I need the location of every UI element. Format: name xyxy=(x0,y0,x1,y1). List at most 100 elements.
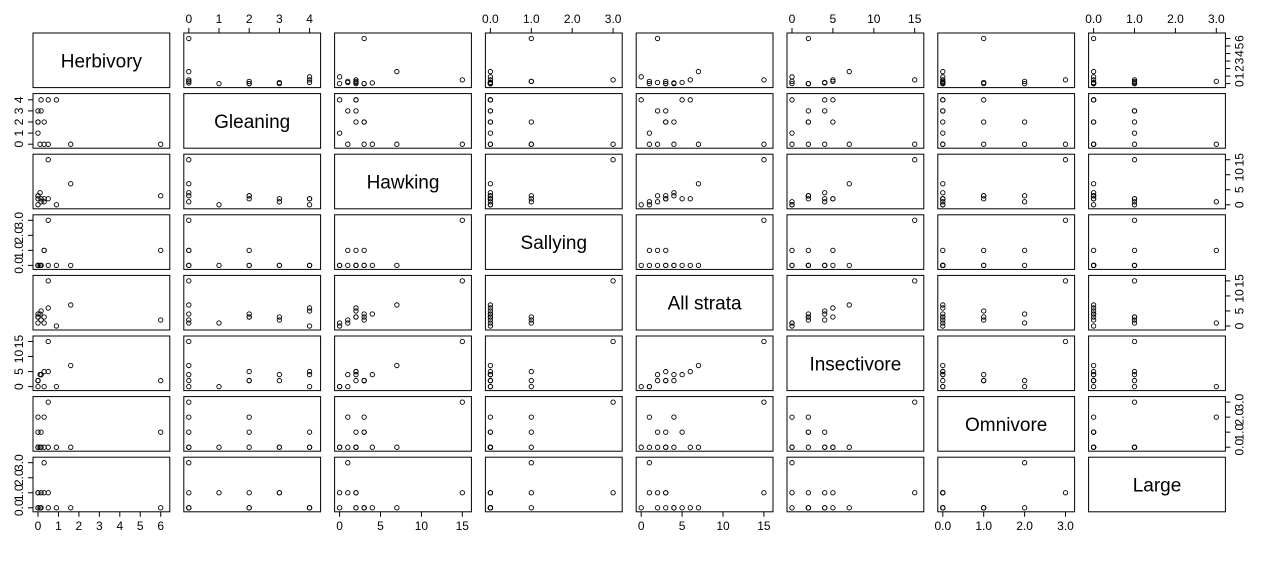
data-point xyxy=(528,383,534,390)
data-point xyxy=(38,97,44,103)
data-point xyxy=(610,338,616,345)
data-point xyxy=(646,199,653,205)
data-point xyxy=(646,247,653,254)
data-point xyxy=(487,505,494,511)
data-point xyxy=(671,190,677,196)
data-point xyxy=(695,444,702,450)
y-tick-label-sallying: 1.0 xyxy=(12,242,26,259)
data-point xyxy=(981,193,987,199)
data-point xyxy=(336,490,343,496)
data-point xyxy=(528,119,534,125)
data-point xyxy=(487,130,494,136)
panel-frame-herbivory-vs-sallying xyxy=(484,32,623,89)
panel-frame-insectivore-vs-herbivory xyxy=(32,335,171,392)
data-point xyxy=(35,377,41,384)
data-point xyxy=(830,247,836,254)
data-point xyxy=(394,362,400,369)
data-point xyxy=(940,323,946,329)
data-point xyxy=(638,97,644,103)
data-point xyxy=(981,317,987,323)
data-point xyxy=(353,77,359,83)
data-point xyxy=(654,141,661,147)
data-point xyxy=(679,79,685,86)
data-point xyxy=(353,108,359,114)
panel-frame-hawking-vs-herbivory xyxy=(32,153,171,210)
data-point xyxy=(805,35,812,42)
panel-frame-omnivore-vs-all-strata xyxy=(635,396,774,452)
data-point xyxy=(345,320,351,326)
data-point xyxy=(646,202,653,208)
data-point xyxy=(981,35,987,42)
data-point xyxy=(805,262,812,269)
panel-frame-large-vs-hawking xyxy=(334,456,472,513)
y-tick-label-gleaning: 2 xyxy=(12,118,26,125)
data-point xyxy=(1090,119,1097,125)
data-point xyxy=(940,320,946,326)
data-point xyxy=(35,130,41,136)
y-tick-label-herbivory: 6 xyxy=(1232,35,1246,42)
data-point xyxy=(353,368,359,375)
data-point xyxy=(276,377,283,384)
data-point xyxy=(38,444,44,450)
y-tick-label-herbivory: 0 xyxy=(1232,80,1246,87)
data-point xyxy=(940,362,946,369)
data-point xyxy=(940,305,946,311)
data-point xyxy=(1131,383,1138,390)
data-point xyxy=(345,78,351,84)
panel-frame-sallying-vs-insectivore xyxy=(786,214,925,270)
diagonal-label-herbivory: Herbivory xyxy=(61,51,143,72)
data-point xyxy=(353,371,359,378)
data-point xyxy=(1090,193,1097,199)
data-point xyxy=(912,141,918,147)
x-tick-label-sallying: 3.0 xyxy=(605,12,622,26)
data-point xyxy=(361,262,367,269)
data-point xyxy=(1090,77,1097,83)
panel-frame-gleaning-vs-insectivore xyxy=(786,93,925,149)
data-point xyxy=(981,314,987,320)
data-point xyxy=(1090,383,1097,390)
data-point xyxy=(830,196,836,202)
data-point xyxy=(345,247,351,254)
x-tick-label-herbivory: 0 xyxy=(35,519,42,533)
data-point xyxy=(1131,262,1138,269)
y-tick-label-gleaning: 3 xyxy=(12,107,26,114)
data-point xyxy=(610,399,616,405)
panel-frame-all-strata-vs-herbivory xyxy=(32,274,171,331)
data-point xyxy=(68,505,74,511)
data-point xyxy=(1131,314,1138,320)
data-point xyxy=(487,429,494,435)
data-point xyxy=(1090,202,1097,208)
data-point xyxy=(487,314,494,320)
data-point xyxy=(38,490,44,496)
data-point xyxy=(186,362,192,369)
data-point xyxy=(158,141,164,147)
data-point xyxy=(822,429,828,435)
data-point xyxy=(687,368,693,375)
data-point xyxy=(679,429,685,435)
data-point xyxy=(68,141,74,147)
data-point xyxy=(940,314,946,320)
data-point xyxy=(68,262,74,269)
data-point xyxy=(695,362,702,369)
data-point xyxy=(459,278,465,284)
data-point xyxy=(822,190,828,196)
data-point xyxy=(369,311,375,317)
data-point xyxy=(45,505,51,511)
panel-frame-omnivore-vs-herbivory xyxy=(32,396,171,452)
data-point xyxy=(1090,97,1097,103)
panel-frame-large-vs-sallying xyxy=(484,456,623,513)
data-point xyxy=(1062,338,1069,345)
x-tick-label-large: 0.0 xyxy=(1085,12,1102,26)
data-point xyxy=(41,383,47,390)
data-point xyxy=(528,320,534,326)
y-tick-label-omnivore: 2.0 xyxy=(1232,408,1246,425)
data-point xyxy=(654,247,661,254)
data-point xyxy=(940,181,946,187)
data-point xyxy=(654,79,661,86)
panel-frame-gleaning-vs-all-strata xyxy=(635,93,774,149)
data-point xyxy=(369,262,375,269)
data-point xyxy=(216,444,222,450)
data-point xyxy=(679,262,685,269)
data-point xyxy=(186,278,192,284)
data-point xyxy=(679,371,685,378)
